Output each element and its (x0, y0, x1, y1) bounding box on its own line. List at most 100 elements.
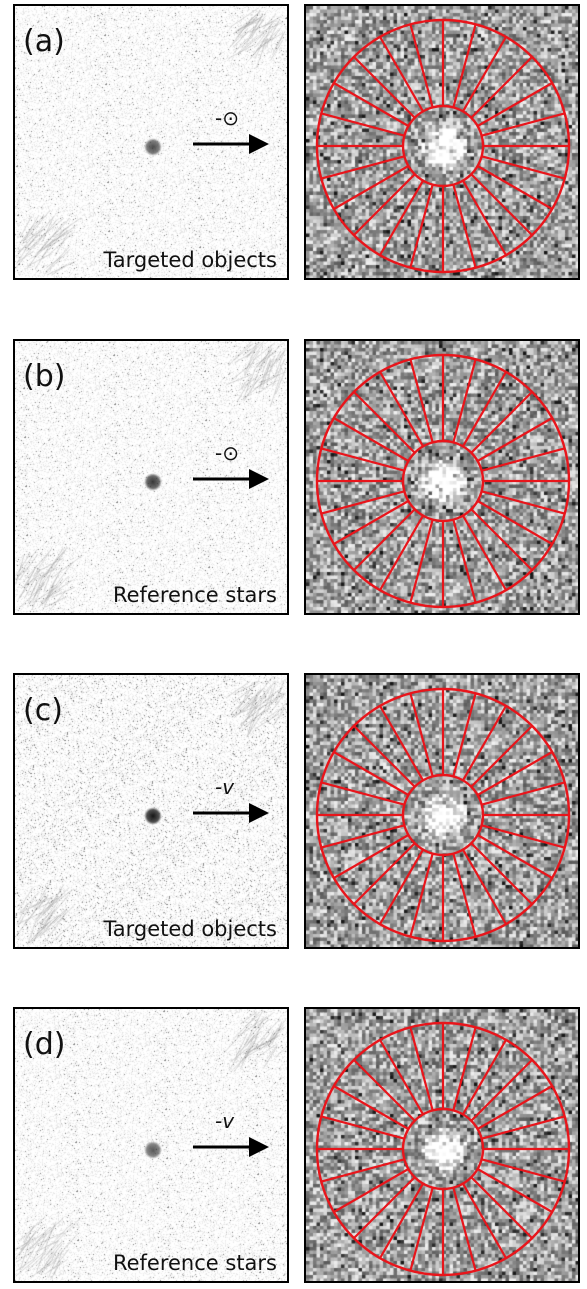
aperture-spoke (321, 112, 405, 137)
aperture-spoke (462, 180, 507, 256)
stacked-image-c: (c) -v Targeted objects (13, 673, 289, 949)
aperture-spoke (379, 180, 424, 256)
aperture-spoke (481, 112, 565, 137)
aperture-image-b (304, 339, 580, 615)
direction-arrow-d (193, 1137, 269, 1157)
aperture-spoke (353, 842, 416, 905)
aperture-spoke (452, 1187, 477, 1271)
aperture-spoke (379, 371, 424, 447)
aperture-image-d (304, 1007, 580, 1283)
aperture-spoke (409, 693, 434, 777)
aperture-spoke (477, 500, 553, 545)
image-b-noise (15, 341, 287, 613)
aperture-spoke (477, 751, 553, 796)
aperture-spoke (409, 519, 434, 603)
aperture-overlay-d (315, 1021, 571, 1277)
aperture-spoke (333, 834, 409, 879)
aperture-spoke (477, 165, 553, 210)
aperture-spoke (452, 519, 477, 603)
aperture-spoke (379, 36, 424, 112)
aperture-spoke (477, 82, 553, 127)
direction-symbol-b: -⊙ (215, 441, 239, 465)
aperture-spoke (379, 849, 424, 925)
aperture-spoke (321, 781, 405, 806)
direction-symbol-a: -⊙ (215, 106, 239, 130)
aperture-spoke (470, 56, 533, 119)
aperture-spoke (333, 165, 409, 210)
aperture-spoke (409, 1027, 434, 1111)
aperture-spoke (452, 359, 477, 443)
caption-d: Reference stars (112, 1251, 277, 1275)
aperture-spoke (470, 1059, 533, 1122)
panel-row-b: (b) -⊙ Reference stars (0, 339, 587, 621)
aperture-spoke (409, 359, 434, 443)
aperture-overlay-a (315, 18, 571, 274)
aperture-spoke (353, 56, 416, 119)
aperture-spoke (321, 490, 405, 515)
aperture-image-c (304, 673, 580, 949)
image-d-noise (15, 1009, 287, 1281)
direction-arrow-c (193, 803, 269, 823)
aperture-spoke (462, 515, 507, 591)
stacked-image-b: (b) -⊙ Reference stars (13, 339, 289, 615)
image-a-noise (15, 6, 287, 278)
aperture-spoke (462, 371, 507, 447)
aperture-spoke (321, 447, 405, 472)
aperture-spoke (379, 1183, 424, 1259)
aperture-spoke (477, 1168, 553, 1213)
aperture-spoke (481, 490, 565, 515)
aperture-spoke (333, 417, 409, 462)
panel-label-a: (a) (23, 24, 65, 59)
caption-a: Targeted objects (103, 248, 277, 272)
aperture-spoke (379, 705, 424, 781)
aperture-spoke (452, 24, 477, 108)
aperture-spoke (353, 508, 416, 571)
aperture-spoke (321, 1115, 405, 1140)
caption-b: Reference stars (112, 583, 277, 607)
aperture-spoke (333, 500, 409, 545)
aperture-spoke (462, 849, 507, 925)
aperture-spoke (481, 824, 565, 849)
aperture-spoke (333, 82, 409, 127)
aperture-spoke (321, 1158, 405, 1183)
aperture-spoke (481, 155, 565, 180)
inner-aperture-ring (401, 773, 485, 857)
aperture-spoke (333, 751, 409, 796)
aperture-spoke (470, 391, 533, 454)
direction-arrow-a (193, 134, 269, 154)
panel-label-c: (c) (23, 693, 63, 728)
aperture-spoke (452, 1027, 477, 1111)
inner-aperture-ring (401, 104, 485, 188)
aperture-spoke (333, 1168, 409, 1213)
aperture-spoke (353, 391, 416, 454)
aperture-spoke (481, 1158, 565, 1183)
aperture-spoke (470, 1176, 533, 1239)
inner-aperture-ring (401, 1107, 485, 1191)
aperture-spoke (470, 173, 533, 236)
aperture-spoke (452, 184, 477, 268)
aperture-spoke (470, 842, 533, 905)
aperture-spoke (409, 24, 434, 108)
aperture-spoke (409, 853, 434, 937)
direction-symbol-c: -v (215, 775, 235, 799)
aperture-spoke (379, 515, 424, 591)
aperture-spoke (477, 417, 553, 462)
aperture-spoke (321, 155, 405, 180)
aperture-spoke (470, 508, 533, 571)
aperture-spoke (462, 705, 507, 781)
direction-symbol-d: -v (215, 1109, 235, 1133)
panel-row-a: (a) -⊙ Targeted objects (0, 4, 587, 286)
panel-row-c: (c) -v Targeted objects (0, 673, 587, 955)
aperture-spoke (481, 1115, 565, 1140)
aperture-spoke (481, 447, 565, 472)
aperture-overlay-c (315, 687, 571, 943)
aperture-spoke (353, 173, 416, 236)
image-c-noise (15, 675, 287, 947)
aperture-overlay-b (315, 353, 571, 609)
aperture-spoke (379, 1039, 424, 1115)
caption-c: Targeted objects (103, 917, 277, 941)
aperture-spoke (452, 853, 477, 937)
aperture-spoke (353, 725, 416, 788)
aperture-spoke (477, 1085, 553, 1130)
aperture-spoke (481, 781, 565, 806)
